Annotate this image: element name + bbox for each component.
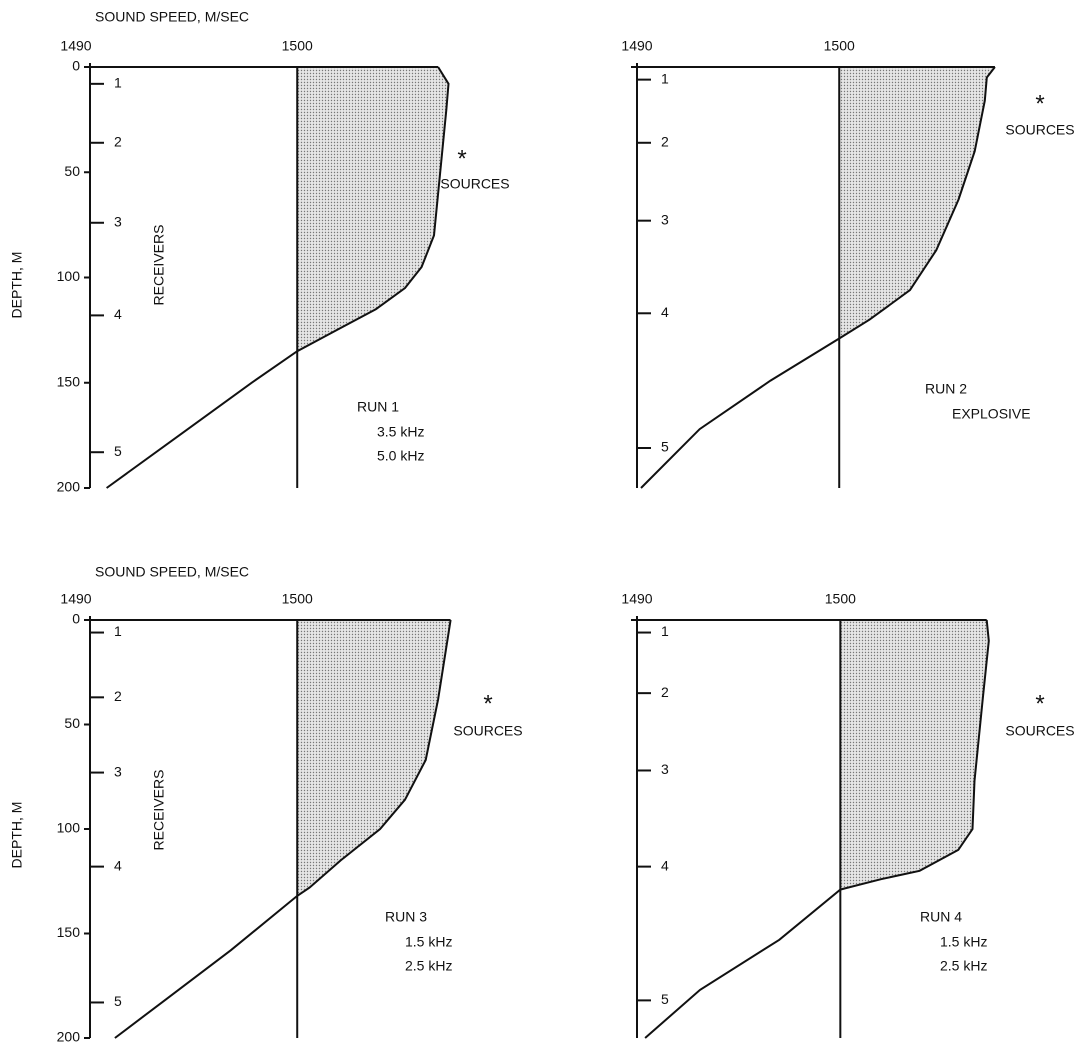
sources-label: SOURCES: [1005, 122, 1074, 138]
receiver-label: 2: [661, 133, 669, 149]
y-tick-label: 100: [57, 268, 81, 284]
warm-layer-shading: [839, 67, 995, 339]
chart-title: SOUND SPEED, M/SEC: [95, 9, 249, 25]
receiver-label: 2: [114, 688, 122, 704]
run-annotation: 2.5 kHz: [940, 958, 987, 974]
x-tick-label: 1500: [282, 591, 313, 607]
receiver-label: 4: [661, 857, 669, 873]
y-tick-label: 150: [57, 373, 81, 389]
run-annotation: 1.5 kHz: [405, 934, 452, 950]
receiver-label: 5: [661, 439, 669, 455]
run-annotation: RUN 1: [357, 399, 399, 415]
x-tick-label: 1500: [825, 591, 856, 607]
receiver-label: 1: [661, 623, 669, 639]
receiver-label: 3: [114, 213, 122, 229]
run-annotation: RUN 4: [920, 909, 962, 925]
receivers-label: RECEIVERS: [151, 770, 167, 851]
y-axis-label: DEPTH, M: [9, 802, 25, 869]
sound-speed-profile: [106, 66, 450, 489]
sound-speed-profile: [640, 66, 996, 489]
run-annotation: 1.5 kHz: [940, 934, 987, 950]
receivers-label: RECEIVERS: [151, 225, 167, 306]
sources-label: SOURCES: [440, 176, 509, 192]
receiver-label: 5: [114, 443, 122, 459]
receiver-label: 2: [661, 684, 669, 700]
sources-marker: *: [1035, 90, 1044, 117]
sound-speed-profile: [644, 619, 990, 1039]
run-annotation: 3.5 kHz: [377, 424, 424, 440]
y-tick-label: 100: [57, 820, 81, 836]
sources-label: SOURCES: [453, 723, 522, 739]
y-tick-label: 50: [64, 715, 80, 731]
sources-marker: *: [1035, 690, 1044, 717]
y-tick-label: 0: [72, 58, 80, 74]
warm-layer-shading: [297, 67, 449, 352]
x-tick-label: 1490: [621, 591, 652, 607]
sources-marker: *: [457, 145, 466, 172]
receiver-label: 4: [661, 304, 669, 320]
receiver-label: 4: [114, 306, 122, 322]
y-tick-label: 50: [64, 163, 80, 179]
chart-title: SOUND SPEED, M/SEC: [95, 564, 249, 580]
receiver-label: 1: [114, 75, 122, 91]
run-annotation: RUN 3: [385, 909, 427, 925]
run-annotation: EXPLOSIVE: [952, 406, 1031, 422]
x-tick-label: 1500: [282, 38, 313, 54]
x-tick-label: 1490: [60, 591, 91, 607]
sound-speed-profile: [114, 619, 452, 1039]
receiver-label: 5: [661, 991, 669, 1007]
run-annotation: 5.0 kHz: [377, 448, 424, 464]
y-tick-label: 200: [57, 479, 81, 495]
receiver-label: 1: [114, 623, 122, 639]
receiver-label: 5: [114, 993, 122, 1009]
receiver-label: 3: [661, 761, 669, 777]
run-annotation: 2.5 kHz: [405, 958, 452, 974]
warm-layer-shading: [297, 620, 451, 896]
y-tick-label: 150: [57, 924, 81, 940]
sources-marker: *: [483, 690, 492, 717]
y-tick-label: 0: [72, 611, 80, 627]
x-tick-label: 1490: [621, 38, 652, 54]
receiver-label: 4: [114, 857, 122, 873]
run-annotation: RUN 2: [925, 381, 967, 397]
receiver-label: 3: [114, 763, 122, 779]
receiver-label: 1: [661, 70, 669, 86]
x-tick-label: 1490: [60, 38, 91, 54]
sources-label: SOURCES: [1005, 723, 1074, 739]
y-axis-label: DEPTH, M: [9, 252, 25, 319]
x-tick-label: 1500: [824, 38, 855, 54]
warm-layer-shading: [840, 620, 989, 890]
receiver-label: 2: [114, 133, 122, 149]
receiver-label: 3: [661, 211, 669, 227]
y-tick-label: 200: [57, 1029, 81, 1045]
